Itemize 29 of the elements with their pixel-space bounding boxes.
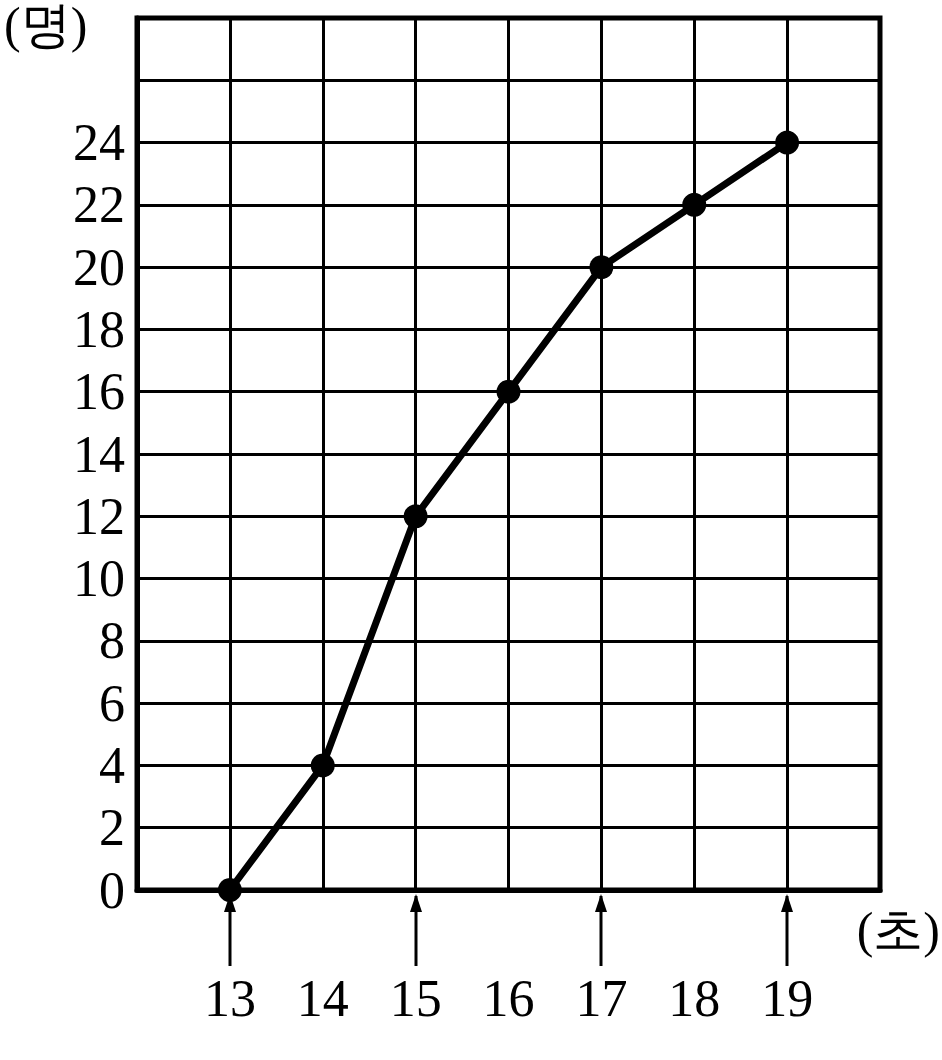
x-tick-label: 19	[761, 969, 814, 1027]
x-tick-label: 18	[668, 969, 721, 1027]
x-tick-label: 13	[203, 969, 256, 1027]
x-tick-label: 14	[296, 969, 349, 1027]
y-tick-label: 8	[99, 612, 125, 670]
point	[589, 255, 614, 280]
y-tick-label: 4	[99, 736, 125, 794]
point	[310, 753, 335, 778]
x-tick-label: 16	[482, 969, 535, 1027]
y-tick-label: 14	[73, 425, 125, 483]
point	[217, 878, 242, 902]
y-tick-label: 18	[73, 300, 125, 358]
y-tick-label: 16	[73, 363, 125, 421]
x-tick-label: 17	[575, 969, 628, 1027]
point	[682, 192, 707, 217]
point	[775, 130, 800, 155]
x-axis-title: (초)	[856, 902, 941, 958]
point	[496, 379, 521, 404]
x-tick-label: 15	[389, 969, 442, 1027]
y-tick-label: 22	[73, 176, 125, 234]
y-tick-label: 20	[73, 238, 125, 296]
y-tick-label: 12	[73, 487, 125, 545]
y-tick-label: 10	[73, 550, 125, 608]
point	[403, 504, 428, 529]
y-tick-label: 24	[73, 114, 125, 172]
y-tick-label: 2	[99, 799, 125, 857]
y-tick-label: 6	[99, 674, 125, 732]
y-tick-label: 0	[99, 861, 125, 919]
y-axis-title: (명)	[4, 0, 88, 53]
